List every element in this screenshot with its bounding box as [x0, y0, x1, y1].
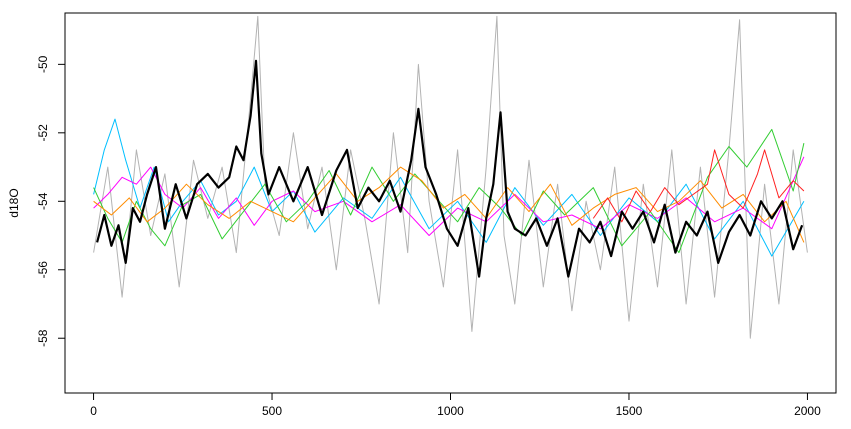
- x-tick-label: 2000: [794, 404, 821, 418]
- series-line-5: [592, 149, 805, 223]
- x-tick-label: 1500: [616, 404, 643, 418]
- y-tick-label: -56: [36, 261, 50, 279]
- x-axis: 0 500 1000 1500 2000: [90, 392, 821, 418]
- y-tick-label: -58: [36, 329, 50, 347]
- y-tick-label: -54: [36, 192, 50, 210]
- x-tick-label: 1000: [437, 404, 464, 418]
- y-tick-label: -52: [36, 124, 50, 142]
- series-line-6: [96, 59, 804, 278]
- series-layer: [93, 15, 808, 339]
- x-tick-label: 0: [90, 404, 97, 418]
- y-axis: -58 -56 -54 -52 -50: [36, 55, 66, 347]
- series-line-4: [93, 166, 805, 243]
- y-axis-title: d18O: [7, 188, 21, 217]
- y-tick-label: -50: [36, 55, 50, 73]
- x-tick-label: 500: [262, 404, 282, 418]
- series-line-3: [93, 128, 805, 254]
- series-line-2: [93, 156, 805, 236]
- series-line-0: [93, 15, 808, 339]
